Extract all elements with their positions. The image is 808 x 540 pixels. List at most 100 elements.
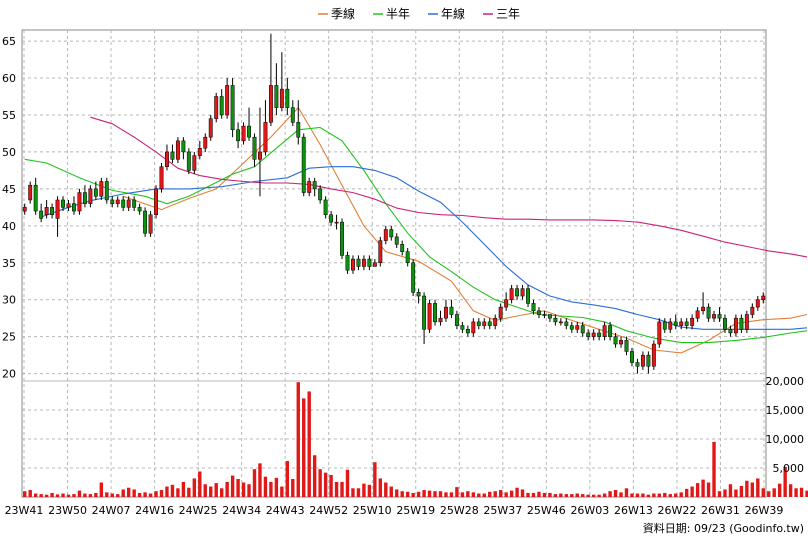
volume-bar [236,479,240,497]
volume-bar [706,482,711,497]
candle-down-body [526,288,530,304]
candle-up-body [192,155,197,171]
volume-bar [684,488,689,497]
candle-up-body [88,188,93,204]
time-tick-label: 26W03 [570,504,609,517]
candle-down-body [723,317,727,330]
candle [433,299,437,326]
price-axis-ticks: 20 25 30 35 40 45 50 55 60 65 [2,35,16,381]
candle-down-body [121,199,126,208]
volume-bar [422,490,426,497]
candle-up-body [44,207,49,215]
candle-down-body [345,255,350,271]
candle [630,347,634,367]
time-tick-label: 24W07 [92,504,131,517]
volume-tick-label: 5,000 [773,462,805,475]
candle-down-body [460,325,465,330]
candle [383,225,388,245]
candle [684,318,689,330]
candle [258,107,262,197]
candle-up-body [558,321,563,324]
candle-up-body [504,299,509,308]
candle-down-body [646,354,651,367]
candle [93,181,98,200]
candle [208,114,213,141]
candle [564,318,569,330]
time-tick-label: 25W37 [483,504,522,517]
candle-down-body [72,203,76,212]
candle [394,233,399,248]
candle-down-body [487,321,492,326]
price-tick-label: 60 [2,72,16,85]
candle [444,299,448,322]
candle [175,137,180,164]
candle-down-body [405,251,410,264]
candle-down-body [400,244,405,252]
candle-up-body [258,151,262,160]
candle-down-body [104,181,109,201]
candle-down-body [170,151,175,160]
candle-up-body [427,303,432,330]
candle-down-body [515,288,520,297]
candle [236,122,241,149]
candle-down-body [728,329,733,334]
grid-lines [22,30,766,497]
volume-bar [116,494,120,497]
candle-down-body [329,214,334,223]
candle-up-body [55,199,60,219]
candle-down-body [296,122,301,138]
candle-down-body [33,184,38,212]
volume-bar [745,480,749,497]
candle [597,329,602,341]
volume-bar [252,469,257,497]
candle-down-body [553,317,558,323]
candle [668,318,673,333]
candle-up-body [733,317,738,334]
candle-down-body [389,229,394,238]
price-tick-label: 55 [2,109,16,122]
volume-bar [504,492,508,497]
volume-bar [351,488,355,497]
candle-up-body [28,184,33,201]
volume-bar [739,485,744,497]
candle-up-body [761,295,766,300]
candle [318,185,323,204]
candle [268,33,273,127]
volume-bar [657,493,662,497]
candle-down-body [569,325,574,330]
candle [608,321,613,341]
legend-label: 季線 [331,6,355,21]
volume-bar [296,382,300,497]
candle-up-body [203,136,208,149]
candle [515,284,520,300]
candle-up-body [444,306,448,319]
volume-bar [219,488,224,497]
candle [476,318,481,330]
candle-up-body [115,199,120,204]
volume-bar [384,482,388,497]
candle-up-body [542,314,547,316]
candle [356,255,361,271]
candle-down-body [247,125,251,138]
time-tick-label: 25W10 [353,504,392,517]
volume-bar [581,494,585,497]
candle-down-body [416,292,421,297]
volume-bar [94,492,98,497]
candle [493,314,498,330]
volume-bar [548,492,552,497]
candle [137,203,142,215]
candle [717,307,722,322]
candle-up-body [197,147,202,156]
volume-bar [154,491,158,497]
candle-down-body [597,332,602,337]
volume-bar [307,391,311,497]
volume-bar [312,455,317,497]
volume-bar [498,490,503,497]
candle [624,336,629,356]
volume-bar [137,492,142,497]
candle-up-body [148,214,153,234]
candle [39,203,44,223]
candle-down-body [537,310,541,315]
volume-bar [225,481,229,497]
candle-up-body [99,181,104,197]
